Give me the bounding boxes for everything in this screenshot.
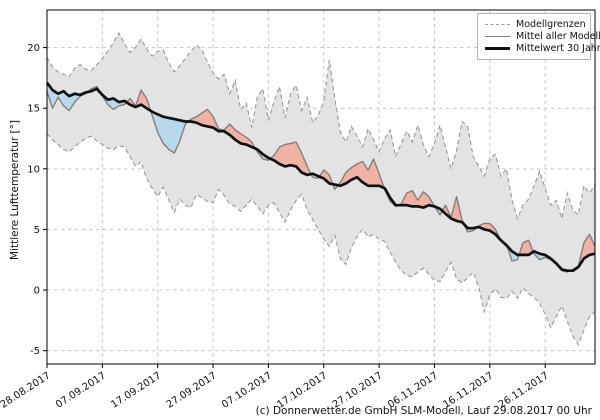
svg-text:17.09.2017: 17.09.2017 [109, 370, 163, 410]
y-axis-label: Mittlere Lufttemperatur [°] [9, 120, 21, 260]
data-lines [45, 81, 596, 273]
svg-text:10: 10 [27, 164, 40, 175]
copyright-caption: (c) Donnerwetter.de GmbH SLM-Modell, Lau… [255, 405, 592, 417]
svg-text:-5: -5 [30, 346, 40, 357]
svg-text:07.09.2017: 07.09.2017 [54, 370, 108, 410]
model-range-band [46, 31, 596, 346]
svg-text:28.08.2017: 28.08.2017 [0, 370, 53, 410]
legend: Modellgrenzen Mittel aller Modelle Mitte… [477, 13, 600, 60]
svg-text:0: 0 [34, 286, 40, 297]
dashed-line-icon [485, 24, 510, 25]
thick-line-icon [485, 47, 510, 50]
solid-line-icon [485, 36, 510, 37]
svg-text:15: 15 [27, 104, 40, 115]
legend-label: Mittel aller Modelle [516, 31, 600, 42]
legend-item-mittel-aller-modelle: Mittel aller Modelle [485, 31, 600, 42]
legend-item-modellgrenzen: Modellgrenzen [485, 19, 586, 30]
legend-label: Mittelwert 30 Jahre [516, 43, 600, 54]
legend-label: Modellgrenzen [516, 19, 586, 30]
legend-item-mittelwert-30-jahre: Mittelwert 30 Jahre [485, 43, 600, 54]
svg-text:5: 5 [34, 225, 40, 236]
svg-text:27.09.2017: 27.09.2017 [165, 370, 219, 410]
svg-text:20: 20 [27, 43, 40, 54]
